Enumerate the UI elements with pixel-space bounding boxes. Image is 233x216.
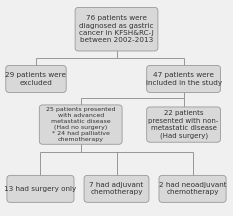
Text: 7 had adjuvant
chemotherapy: 7 had adjuvant chemotherapy [89,182,144,195]
Text: 2 had neoadjuvant
chemotherapy: 2 had neoadjuvant chemotherapy [159,182,226,195]
Text: 29 patients were
excluded: 29 patients were excluded [5,72,66,86]
Text: 47 patients were
included in the study: 47 patients were included in the study [146,72,222,86]
FancyBboxPatch shape [84,175,149,202]
FancyBboxPatch shape [147,107,220,142]
FancyBboxPatch shape [39,105,122,144]
Text: 22 patients
presented with non-
metastatic disease
(Had surgery): 22 patients presented with non- metastat… [148,110,219,139]
FancyBboxPatch shape [7,175,74,202]
FancyBboxPatch shape [159,175,226,202]
Text: 13 had surgery only: 13 had surgery only [4,186,77,192]
Text: 76 patients were
diagnosed as gastric
cancer in KFSH&RC-J
between 2002-2013: 76 patients were diagnosed as gastric ca… [79,15,154,43]
FancyBboxPatch shape [75,7,158,51]
Text: 25 patients presented
with advanced
metastatic disease
(Had no surgery)
* 24 had: 25 patients presented with advanced meta… [46,107,116,142]
FancyBboxPatch shape [147,65,220,92]
FancyBboxPatch shape [6,65,66,92]
